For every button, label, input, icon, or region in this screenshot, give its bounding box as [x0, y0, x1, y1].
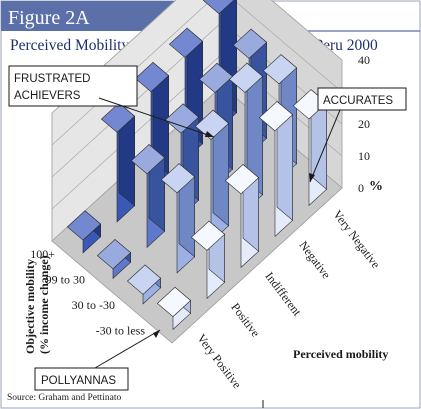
z-axis-label: %	[369, 179, 383, 194]
bar-top-face	[224, 164, 260, 195]
bar-top-face	[134, 62, 170, 93]
z-tick-label: 40	[358, 53, 370, 67]
callout-accurates: ACCURATES	[309, 87, 407, 183]
callout-arrow	[309, 109, 341, 183]
callout-arrow	[94, 329, 161, 369]
callout-frustrated-achievers: FRUSTRATED ACHIEVERS	[8, 65, 215, 138]
callout-arrowhead	[309, 173, 315, 182]
bar-top-face	[202, 0, 235, 15]
bar-top-face	[194, 109, 230, 140]
callout-pollyannas: POLLYANNAS	[34, 329, 161, 391]
callout-box	[34, 367, 129, 391]
bar-top-face	[190, 220, 226, 251]
bar	[96, 238, 132, 280]
bar-top-face	[66, 210, 102, 241]
bar-top-face	[168, 27, 204, 58]
bar	[190, 220, 226, 300]
y-tick-label: 100+	[30, 247, 55, 261]
y-axis-label-line-2: (% income change)	[37, 255, 51, 354]
bar-top-face	[164, 103, 200, 134]
source-note: Source: Graham and Pettinato	[7, 393, 121, 403]
y-axis-label: Objective mobility (% income change)	[23, 255, 51, 354]
y-axis-tick-labels: -30 to less 30 to -30 99 to 30 100+	[30, 247, 145, 338]
callout-box	[8, 65, 138, 107]
bar-top-face	[130, 144, 166, 175]
callout-line-1: FRUSTRATED	[14, 73, 90, 85]
y-axis-label-line-1: Objective mobility	[23, 259, 37, 354]
bar	[130, 143, 166, 249]
callout-text: POLLYANNAS	[41, 375, 116, 387]
z-tick-label: 0	[358, 181, 364, 195]
bar-top-face	[262, 54, 298, 85]
bar	[258, 100, 294, 238]
bar	[156, 286, 192, 331]
y-tick-label: 30 to -30	[72, 298, 115, 312]
bar-top-face	[160, 163, 196, 194]
bar	[224, 163, 260, 269]
callout-arrow	[98, 97, 215, 138]
bar-top-face	[198, 62, 234, 93]
y-tick-label: 99 to 30	[46, 272, 85, 286]
bar-top-face	[96, 239, 132, 270]
callout-box	[317, 87, 407, 111]
z-tick-label: 20	[358, 117, 370, 131]
callout-arrowhead	[153, 330, 160, 338]
bar	[66, 210, 102, 254]
bar	[160, 162, 196, 274]
figure-label: Figure 2A	[8, 7, 90, 29]
y-tick-label: -30 to less	[96, 323, 146, 337]
bar-top-face	[232, 28, 268, 59]
callout-line-2: ACHIEVERS	[14, 90, 81, 102]
bar-top-face	[258, 101, 294, 132]
callout-arrowhead	[205, 131, 214, 137]
chart-bars	[66, 0, 328, 331]
bar-top-face	[228, 62, 264, 93]
callout-text: ACCURATES	[323, 95, 393, 107]
gridline	[51, 0, 343, 114]
x-axis-label: Perceived mobility	[293, 347, 388, 361]
bar	[100, 102, 136, 223]
bar	[126, 264, 162, 305]
bar-top-face	[126, 264, 162, 295]
bar-top-face	[156, 286, 192, 317]
z-tick-label: 10	[358, 149, 370, 163]
bar	[194, 109, 230, 243]
